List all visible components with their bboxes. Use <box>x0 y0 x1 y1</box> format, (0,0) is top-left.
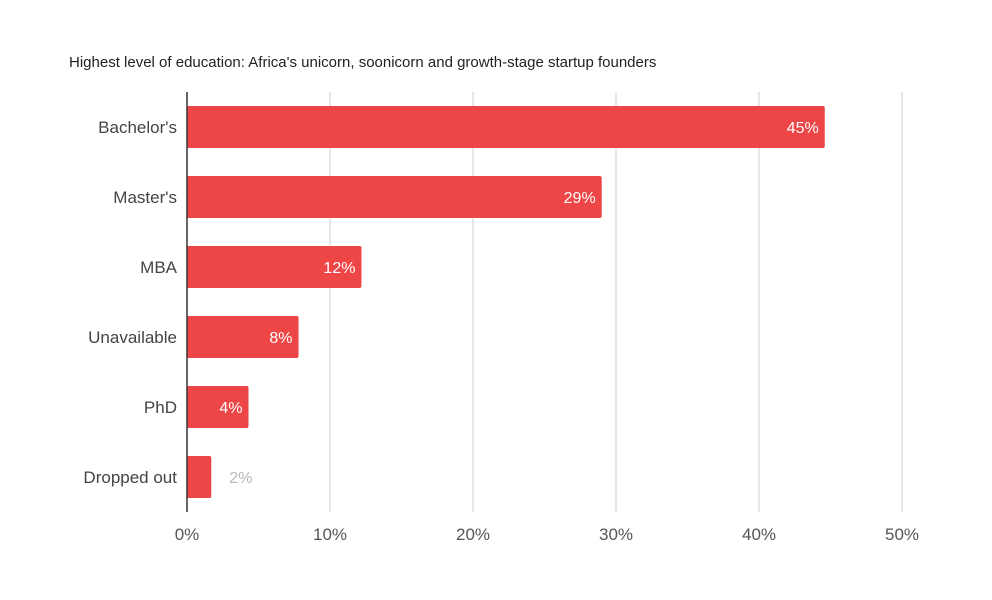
bar <box>187 456 212 498</box>
x-tick-label: 30% <box>599 525 633 544</box>
category-label: Bachelor's <box>98 118 177 137</box>
x-tick-label: 20% <box>456 525 490 544</box>
bar <box>187 246 362 288</box>
bar <box>187 176 602 218</box>
x-tick-label: 0% <box>175 525 200 544</box>
category-label: MBA <box>140 258 178 277</box>
chart-title: Highest level of education: Africa's uni… <box>69 54 657 71</box>
data-label: 12% <box>323 260 355 277</box>
category-label: Master's <box>113 188 177 207</box>
bar <box>187 316 299 358</box>
bar <box>187 386 249 428</box>
category-label: PhD <box>144 398 177 417</box>
bar <box>187 106 825 148</box>
category-label: Dropped out <box>83 468 177 487</box>
x-tick-label: 50% <box>885 525 919 544</box>
category-label: Unavailable <box>88 328 177 347</box>
x-tick-label: 40% <box>742 525 776 544</box>
data-label: 4% <box>219 400 242 417</box>
data-label: 8% <box>269 330 292 347</box>
data-label: 2% <box>229 470 252 487</box>
x-tick-label: 10% <box>313 525 347 544</box>
data-label: 45% <box>787 120 819 137</box>
data-label: 29% <box>564 190 596 207</box>
